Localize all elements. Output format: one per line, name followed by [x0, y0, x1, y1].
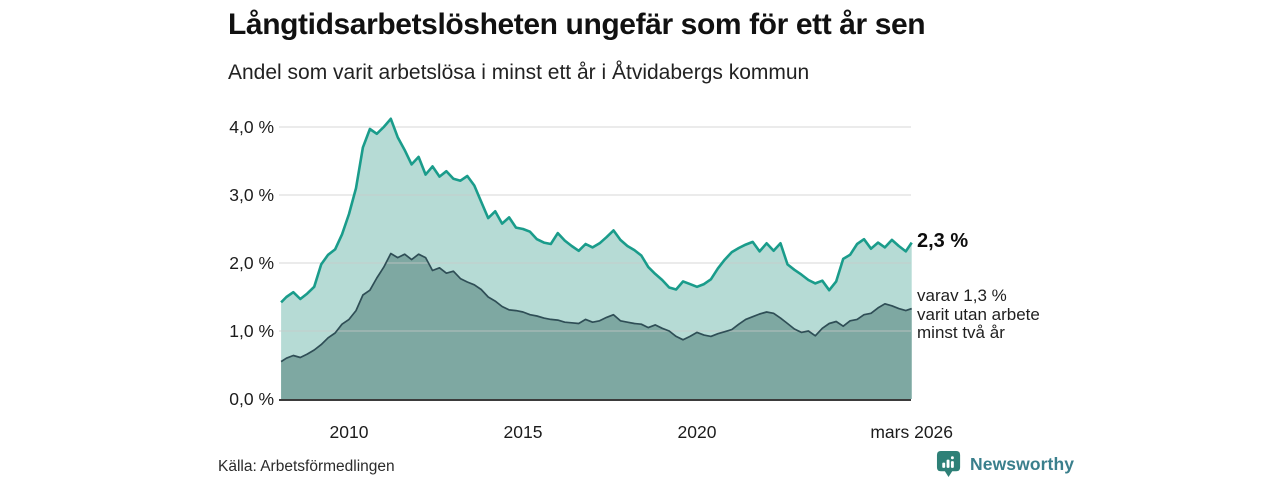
- annotation-two-year-line1: varav 1,3 %: [917, 286, 1007, 305]
- page-title: Långtidsarbetslösheten ungefär som för e…: [228, 8, 926, 41]
- y-axis-tick-label: 3,0 %: [229, 185, 274, 205]
- bar-chart-pin-badge-icon: [936, 451, 961, 478]
- chart-subtitle: Andel som varit arbetslösa i minst ett å…: [228, 61, 810, 84]
- area-two-year: [281, 253, 912, 399]
- x-axis-tick-label: mars 2026: [870, 422, 953, 442]
- x-axis-tick-label: 2020: [678, 422, 717, 442]
- annotation-two-year-line2: varit utan arbete: [917, 304, 1040, 324]
- y-axis-tick-label: 1,0 %: [229, 321, 274, 341]
- x-axis-tick-label: 2015: [504, 422, 543, 442]
- newsworthy-logo: Newsworthy: [936, 450, 1074, 479]
- y-axis-tick-label: 4,0 %: [229, 117, 274, 137]
- logo-wordmark: Newsworthy: [970, 454, 1075, 474]
- annotation-total-value: 2,3 %: [917, 230, 969, 252]
- line-total: [280, 117, 913, 304]
- line-two-year: [280, 252, 912, 363]
- annotation-two-year: varav 1,3 % varit utan arbete minst två …: [917, 286, 1040, 343]
- x-axis-tick-label: 2010: [330, 422, 369, 442]
- annotation-two-year-line3: minst två år: [917, 323, 1005, 342]
- y-axis-tick-label: 2,0 %: [229, 253, 274, 273]
- source-label: Källa: Arbetsförmedlingen: [218, 458, 395, 475]
- y-axis-tick-label: 0,0 %: [229, 389, 274, 409]
